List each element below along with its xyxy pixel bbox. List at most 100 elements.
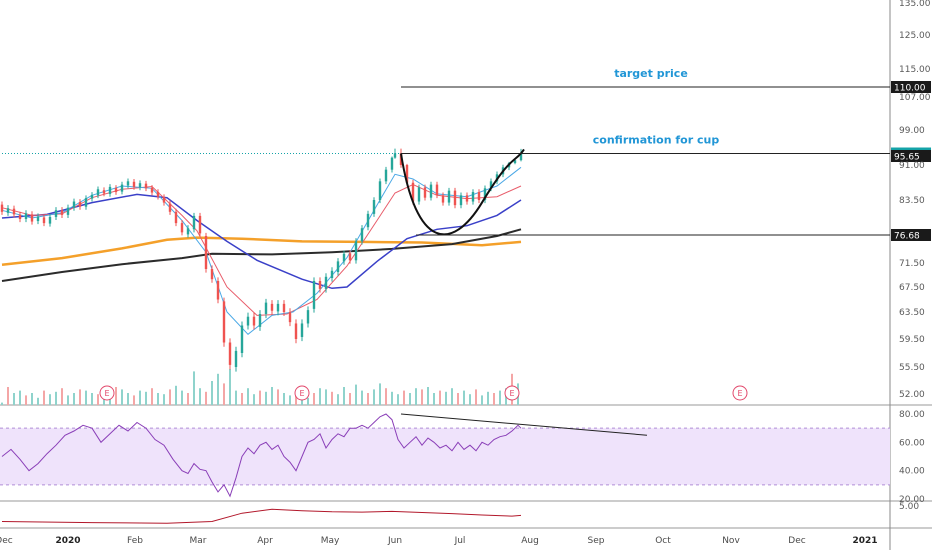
price-tag-label: 76.68 — [894, 232, 920, 242]
volume-bar — [163, 394, 165, 405]
candle-body — [162, 197, 166, 203]
volume-bar — [187, 393, 189, 405]
candle-body — [372, 200, 376, 214]
volume-bar — [307, 397, 309, 405]
volume-bar — [79, 389, 81, 405]
x-axis-label: Oct — [655, 536, 671, 546]
candle-body — [78, 202, 82, 207]
volume-bar — [487, 391, 489, 405]
volume-bar — [445, 391, 447, 405]
candle-body — [354, 241, 358, 261]
candle-body — [36, 216, 40, 222]
x-axis-label: Jun — [387, 536, 402, 546]
earnings-marker-label: E — [737, 389, 742, 398]
candle-body — [264, 302, 268, 315]
volume-bar — [55, 391, 57, 405]
candle-body — [447, 190, 451, 203]
candle-body — [138, 183, 142, 188]
candle-body — [378, 181, 382, 200]
volume-bar — [499, 390, 501, 405]
x-axis-label: 2020 — [55, 536, 80, 546]
level-annotation: confirmation for cup — [593, 134, 720, 147]
rsi-trendline — [400, 413, 648, 436]
candle-body — [441, 195, 445, 203]
candle-body — [30, 214, 34, 222]
candle-body — [312, 281, 316, 309]
volume-bar — [223, 383, 225, 405]
volume-bar — [271, 387, 273, 405]
volume-bar — [97, 394, 99, 405]
price-tick-label: 135.00 — [899, 0, 931, 9]
x-axis-label: Dec — [0, 536, 13, 546]
candle-body — [180, 223, 184, 233]
volume-bar — [157, 393, 159, 405]
x-axis-label: Aug — [521, 536, 539, 546]
candle-body — [168, 203, 172, 212]
price-tick-label: 83.50 — [899, 196, 925, 206]
candle-body — [84, 198, 88, 207]
candle-body — [126, 181, 130, 186]
volume-bar — [43, 390, 45, 405]
candle-body — [234, 350, 238, 367]
candle-body — [465, 195, 469, 202]
candle-body — [318, 281, 322, 289]
volume-bar — [229, 369, 231, 405]
price-tick-label: 59.50 — [899, 335, 925, 345]
volume-bar — [217, 373, 219, 405]
volume-bar — [451, 388, 453, 405]
volume-bar — [127, 393, 129, 405]
volume-bar — [367, 393, 369, 405]
price-tick-label: 52.00 — [899, 390, 925, 400]
candle-body — [306, 310, 310, 324]
volume-bar — [277, 389, 279, 405]
volume-bar — [25, 395, 27, 405]
price-tick-label: 55.50 — [899, 363, 925, 373]
moving-average-line — [1, 166, 522, 335]
candle-body — [228, 342, 232, 365]
volume-bar — [373, 389, 375, 405]
volume-bar — [67, 395, 69, 405]
candle-body — [423, 187, 427, 198]
volume-bar — [259, 390, 261, 405]
earnings-marker-label: E — [104, 389, 109, 398]
volume-bar — [115, 387, 117, 405]
candle-body — [513, 160, 517, 164]
candle-body — [246, 316, 250, 326]
x-axis-label: Nov — [722, 536, 740, 546]
volume-bars — [1, 369, 519, 405]
candle-body — [186, 228, 190, 235]
moving-average-line — [1, 236, 522, 267]
x-axis-label: Apr — [257, 536, 273, 546]
candle-body — [477, 192, 481, 200]
price-tick-label: 67.50 — [899, 283, 925, 293]
x-axis-label: May — [321, 536, 340, 546]
volume-bar — [199, 388, 201, 405]
candle-body — [270, 303, 274, 311]
candle-body — [360, 228, 364, 242]
earnings-marker: E — [732, 385, 748, 401]
candle-body — [90, 194, 94, 199]
volume-bar — [169, 389, 171, 405]
price-tick-label: 63.50 — [899, 308, 925, 318]
volume-bar — [427, 387, 429, 405]
volume-bar — [415, 388, 417, 405]
candle-body — [60, 210, 64, 215]
volume-bar — [121, 389, 123, 405]
candle-body — [294, 323, 298, 339]
candle-body — [240, 325, 244, 353]
candle-body — [330, 270, 334, 278]
candle-body — [252, 316, 256, 326]
candle-body — [222, 301, 226, 343]
candle-body — [120, 184, 124, 192]
price-tag-label: 95.65 — [894, 153, 920, 163]
x-axis-label: Dec — [788, 536, 805, 546]
cup-pattern-curve — [400, 148, 525, 236]
volume-bar — [13, 393, 15, 405]
level-annotation: target price — [614, 67, 688, 80]
earnings-marker-circle — [504, 385, 520, 401]
rsi-tick-label: 60.00 — [899, 438, 925, 448]
volume-bar — [397, 394, 399, 405]
candle-body — [336, 261, 340, 272]
price-tag-box — [891, 150, 931, 162]
candle-body — [429, 184, 433, 198]
